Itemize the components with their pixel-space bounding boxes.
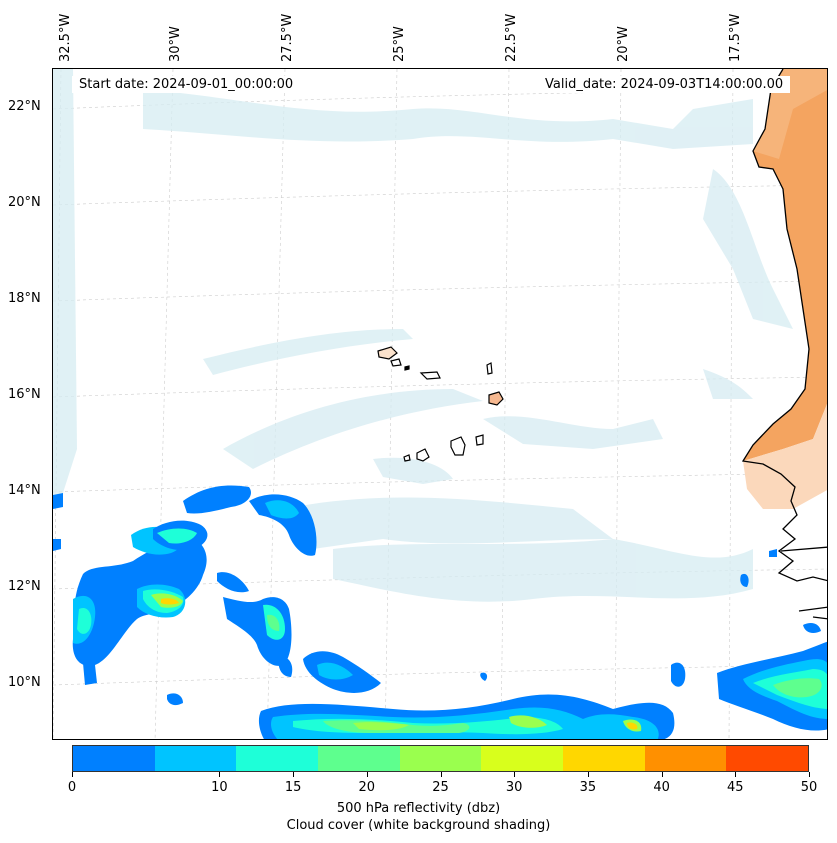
colorbar-segment (726, 746, 809, 771)
coastline (741, 69, 827, 620)
colorbar-tick (735, 772, 737, 777)
latitude-label: 16°N (8, 387, 41, 402)
colorbar-tick (440, 772, 442, 777)
colorbar-tick-label: 40 (653, 780, 670, 795)
colorbar-tick (809, 772, 810, 777)
colorbar-tick (514, 772, 516, 777)
longitude-label: 25°W (392, 26, 407, 62)
colorbar-segment (73, 746, 155, 771)
colorbar-segment (563, 746, 645, 771)
start-date-label: Start date: 2024-09-01_00:00:00 (72, 76, 301, 93)
latitude-label: 18°N (8, 291, 41, 306)
colorbar-tick-label: 30 (505, 780, 523, 795)
colorbar-tick-label: 25 (432, 780, 449, 795)
colorbar-tick-label: 15 (284, 780, 302, 795)
longitude-label: 22.5°W (504, 13, 519, 62)
colorbar-subtitle: Cloud cover (white background shading) (286, 818, 551, 833)
colorbar-tick-label: 0 (67, 780, 77, 795)
latitude-label: 10°N (8, 675, 41, 690)
latitude-label: 14°N (8, 483, 41, 498)
colorbar-tick-label: 10 (211, 780, 228, 795)
longitude-label: 32.5°W (58, 13, 73, 62)
colorbar-tick (219, 772, 221, 777)
map-canvas (53, 69, 827, 739)
colorbar-tick-label: 35 (579, 780, 597, 795)
colorbar-segment (236, 746, 319, 771)
cloud-cover-shading (53, 69, 793, 602)
longitude-label: 17.5°W (728, 13, 743, 62)
latitude-label: 20°N (8, 195, 41, 210)
cape-verde-islands (377, 346, 504, 462)
colorbar-tick (587, 772, 589, 777)
colorbar-title: 500 hPa reflectivity (dbz) (336, 801, 501, 816)
colorbar-segment (318, 746, 400, 771)
colorbar-segment (154, 746, 237, 771)
map-area (52, 68, 828, 740)
longitude-label: 27.5°W (280, 13, 295, 62)
latitude-label: 22°N (8, 99, 41, 114)
colorbar-tick-label: 20 (358, 780, 376, 795)
colorbar-segment (644, 746, 727, 771)
colorbar (72, 745, 809, 772)
latitude-label: 12°N (8, 579, 41, 594)
colorbar-tick-label: 50 (800, 780, 818, 795)
colorbar-tick (366, 772, 368, 777)
longitude-label: 20°W (616, 26, 631, 62)
longitude-label: 30°W (168, 26, 183, 62)
colorbar-segment (481, 746, 564, 771)
colorbar-segment (399, 746, 482, 771)
colorbar-tick (661, 772, 663, 777)
colorbar-tick-label: 45 (727, 780, 744, 795)
colorbar-tick (293, 772, 295, 777)
colorbar-tick (72, 772, 73, 777)
reflectivity-patches (53, 485, 827, 739)
valid-date-label: Valid_date: 2024-09-03T14:00:00.00 (538, 76, 791, 93)
